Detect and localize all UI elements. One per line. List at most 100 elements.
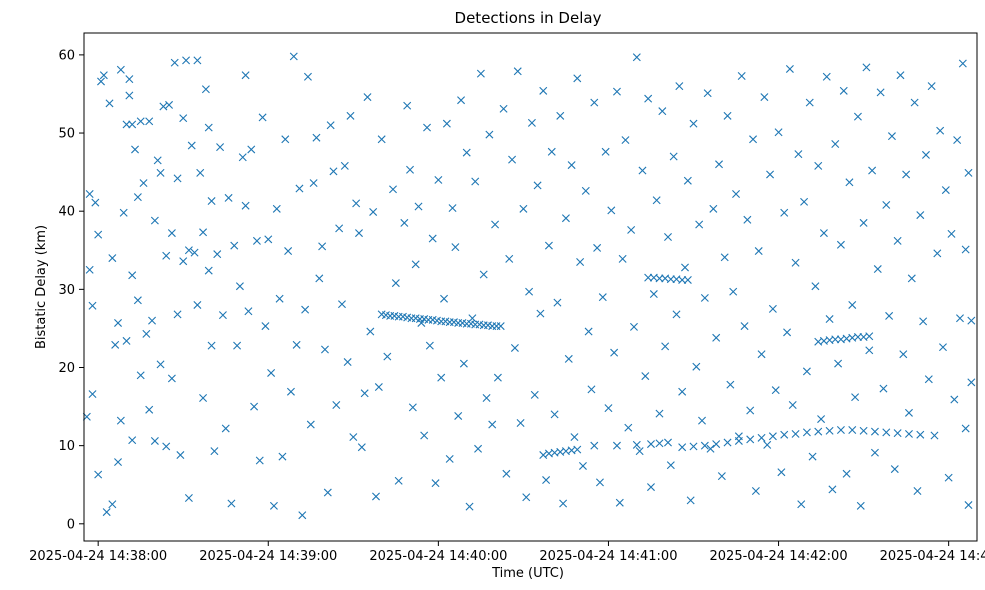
data-point — [417, 318, 426, 327]
data-point — [655, 439, 664, 448]
data-point — [85, 265, 94, 274]
data-point — [536, 309, 545, 318]
data-point — [559, 499, 568, 508]
data-point — [746, 406, 755, 415]
data-point — [567, 161, 576, 170]
data-point — [817, 415, 826, 424]
data-point — [836, 426, 845, 435]
data-point — [286, 387, 295, 396]
data-point — [505, 254, 514, 263]
data-point — [170, 58, 179, 67]
data-point — [139, 179, 148, 188]
data-point — [252, 236, 261, 245]
data-point — [136, 371, 145, 380]
y-tick-label: 0 — [67, 517, 75, 532]
data-point — [241, 71, 250, 80]
data-point — [904, 429, 913, 438]
data-point — [488, 322, 497, 331]
data-point — [482, 393, 491, 402]
data-point — [604, 404, 613, 413]
data-point — [595, 478, 604, 487]
data-point — [836, 240, 845, 249]
data-point — [774, 128, 783, 137]
data-point — [561, 214, 570, 223]
data-point — [581, 186, 590, 195]
data-point — [145, 405, 154, 414]
data-point — [734, 432, 743, 441]
data-point — [831, 139, 840, 148]
data-point — [746, 435, 755, 444]
data-point — [689, 119, 698, 128]
data-point — [848, 300, 857, 309]
data-point — [791, 258, 800, 267]
data-point — [904, 408, 913, 417]
data-point — [459, 359, 468, 368]
data-point — [485, 130, 494, 139]
data-point — [471, 177, 480, 186]
data-point — [238, 153, 247, 162]
data-point — [712, 333, 721, 342]
data-point — [856, 501, 865, 510]
data-point — [454, 411, 463, 420]
data-point — [845, 178, 854, 187]
data-point — [644, 94, 653, 103]
data-point — [94, 470, 103, 479]
data-point — [598, 293, 607, 302]
data-point — [751, 486, 760, 495]
x-axis-label: Time (UTC) — [491, 566, 564, 581]
data-point — [655, 409, 664, 418]
data-point — [488, 420, 497, 429]
data-point — [150, 436, 159, 445]
data-point — [916, 211, 925, 220]
data-point — [859, 426, 868, 435]
data-point — [635, 447, 644, 456]
data-point — [281, 135, 290, 144]
data-point — [664, 438, 672, 447]
data-point — [440, 294, 449, 303]
data-point — [729, 287, 738, 296]
data-point — [295, 184, 304, 193]
data-point — [184, 494, 193, 503]
data-point — [539, 451, 548, 460]
x-tick-label: 2025-04-24 14:38:00 — [29, 549, 167, 564]
data-point — [882, 428, 891, 437]
data-point — [128, 271, 137, 280]
data-point — [131, 145, 140, 154]
data-point — [386, 311, 395, 320]
data-point — [357, 443, 366, 452]
data-point — [492, 322, 501, 331]
data-point — [522, 493, 531, 502]
data-point — [749, 135, 758, 144]
data-point — [896, 71, 905, 80]
data-point — [689, 442, 698, 451]
data-point — [853, 333, 862, 342]
data-point — [941, 186, 950, 195]
data-point — [363, 93, 372, 102]
data-point — [709, 204, 718, 213]
data-point — [272, 204, 281, 213]
data-point — [666, 275, 675, 284]
data-point — [612, 441, 621, 450]
data-point — [411, 260, 420, 269]
data-point — [525, 287, 534, 296]
data-point — [783, 328, 792, 337]
data-point — [678, 387, 687, 396]
data-point — [108, 254, 117, 263]
data-point — [128, 436, 137, 445]
data-point — [88, 301, 97, 310]
data-point — [794, 150, 803, 159]
data-point — [343, 358, 352, 367]
data-point — [964, 168, 973, 177]
data-point — [199, 228, 208, 237]
data-point — [953, 136, 962, 145]
data-point — [683, 275, 692, 284]
data-point — [933, 249, 942, 258]
data-point — [800, 197, 809, 206]
data-point — [802, 428, 811, 437]
data-point — [199, 393, 208, 402]
data-point — [320, 345, 329, 354]
data-point — [902, 170, 911, 179]
data-point — [814, 427, 823, 436]
data-point — [870, 427, 879, 436]
data-point — [508, 155, 517, 164]
